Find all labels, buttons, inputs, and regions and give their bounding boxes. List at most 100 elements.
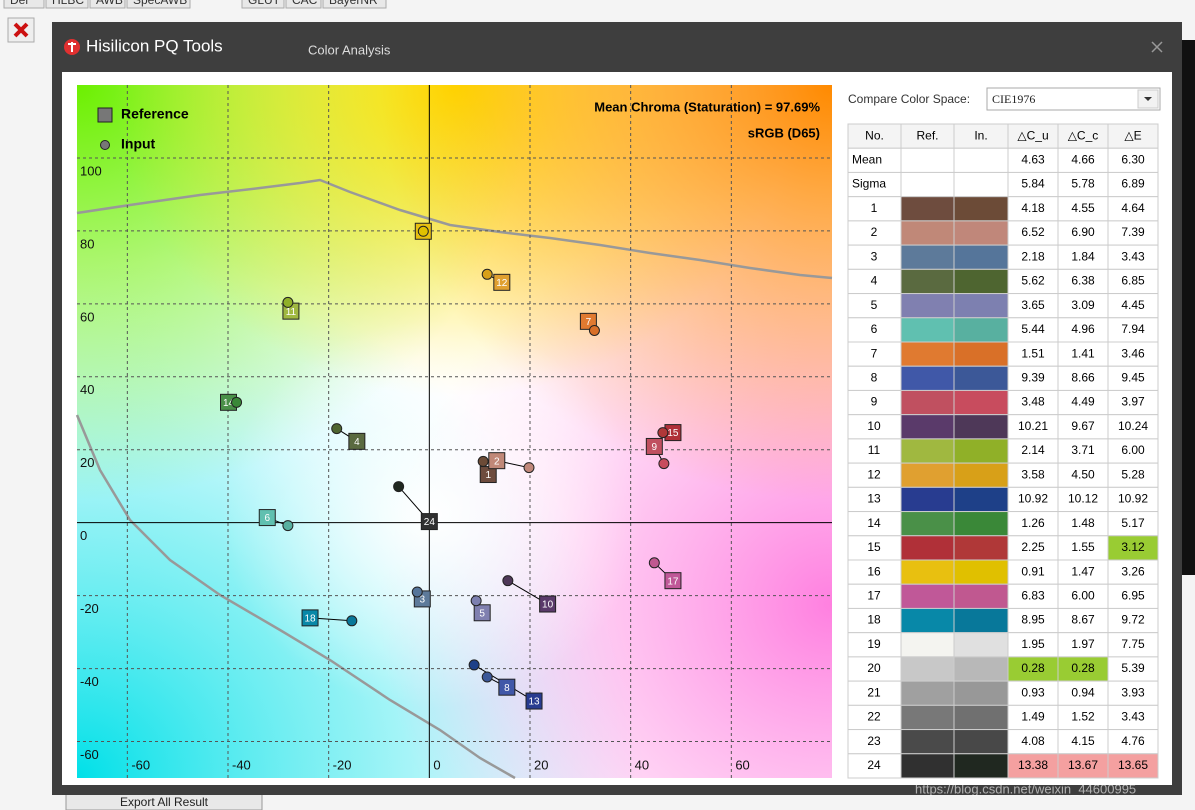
row-label: 9	[871, 395, 878, 409]
cell	[1107, 656, 1159, 682]
cell-value: 10.24	[1118, 419, 1148, 433]
cell	[900, 317, 955, 343]
row-label: 10	[867, 419, 881, 433]
point-label: 6	[264, 513, 270, 524]
cell	[900, 268, 955, 295]
point-label: 4	[354, 437, 360, 448]
color-space-select[interactable]	[986, 87, 1161, 111]
tab-label: Del	[10, 0, 28, 7]
reference-point	[473, 604, 491, 622]
point-label: 11	[286, 307, 297, 318]
tab[interactable]	[126, 0, 191, 9]
cell-value: 7.39	[1121, 225, 1145, 239]
cell	[900, 414, 955, 440]
plot-background	[77, 85, 832, 778]
cell	[847, 680, 902, 706]
input-point	[282, 296, 294, 308]
reference-point	[645, 437, 663, 455]
cell-value: 6.30	[1121, 153, 1145, 167]
cell	[1057, 632, 1109, 658]
cell-value: 6.52	[1021, 225, 1045, 239]
cell-value: 4.63	[1021, 153, 1045, 167]
legend-label: Input	[121, 136, 156, 152]
cell-value: 5.17	[1121, 516, 1145, 530]
y-tick-label: -60	[80, 747, 99, 762]
cell	[953, 365, 1009, 391]
cell-value: 13.67	[1068, 758, 1098, 772]
row-label: 6	[871, 322, 878, 336]
cell	[1007, 559, 1059, 585]
cell-value: 6.85	[1121, 274, 1145, 288]
header-label: No.	[865, 128, 884, 142]
cell-value: 8.95	[1021, 613, 1045, 627]
input-point	[648, 557, 660, 569]
cell	[1057, 583, 1109, 609]
tab[interactable]	[241, 0, 285, 9]
cell	[953, 535, 1009, 561]
tab[interactable]	[285, 0, 322, 9]
row-label: 3	[871, 249, 878, 263]
tab[interactable]	[89, 0, 126, 9]
cell-value: 5.44	[1021, 322, 1045, 336]
cell-value: 4.76	[1121, 734, 1145, 748]
cell	[953, 511, 1009, 537]
cell	[900, 220, 955, 246]
cell-value: 6.00	[1071, 589, 1095, 603]
reference-point	[488, 452, 506, 470]
tab[interactable]	[45, 0, 89, 9]
row-label: 17	[867, 589, 881, 603]
cell-value: 1.52	[1071, 710, 1095, 724]
cell	[847, 341, 902, 367]
cell	[900, 462, 955, 488]
y-tick-label: 80	[80, 236, 94, 251]
cell	[900, 511, 955, 537]
cell	[1107, 268, 1159, 295]
tab-label: AWB	[96, 0, 123, 7]
cell	[953, 389, 1009, 416]
cell-value: 3.65	[1021, 298, 1045, 312]
reference-point	[420, 513, 438, 531]
reference-point	[258, 509, 276, 527]
header-cell	[1107, 123, 1159, 149]
cell	[953, 220, 1009, 246]
point-label: 5	[479, 608, 485, 619]
cell	[847, 365, 902, 391]
point-label: 3	[420, 595, 426, 606]
y-tick-label: 20	[80, 455, 94, 470]
cell	[1007, 656, 1059, 682]
cell	[1107, 196, 1159, 222]
cell	[1107, 680, 1159, 706]
cell	[953, 196, 1009, 222]
cell-value: 2.18	[1021, 249, 1045, 263]
cell	[1107, 535, 1159, 561]
reference-point	[525, 692, 543, 710]
input-point	[393, 481, 405, 493]
cell-value: 1.41	[1071, 346, 1095, 360]
cell-value: 1.47	[1071, 564, 1095, 578]
header-cell	[1007, 123, 1059, 149]
cell	[1057, 656, 1109, 682]
header-label: Ref.	[916, 128, 938, 142]
tab[interactable]	[3, 0, 45, 9]
input-point	[417, 225, 429, 237]
cell-value: 0.91	[1021, 564, 1045, 578]
cell	[953, 438, 1009, 464]
cell	[953, 680, 1009, 706]
cell	[1057, 462, 1109, 488]
point-label: 18	[304, 614, 316, 625]
tab[interactable]	[322, 0, 387, 9]
y-tick-label: -40	[80, 674, 99, 689]
cell	[900, 365, 955, 391]
cell	[900, 293, 955, 319]
cell-value: 4.08	[1021, 734, 1045, 748]
close-button[interactable]	[1151, 41, 1163, 53]
cell	[847, 729, 902, 755]
cell	[1007, 607, 1059, 634]
cell	[953, 632, 1009, 658]
cell-value: 1.95	[1021, 637, 1045, 651]
cell	[1107, 704, 1159, 731]
point-label: 12	[496, 278, 508, 289]
y-tick-label: 40	[80, 382, 94, 397]
